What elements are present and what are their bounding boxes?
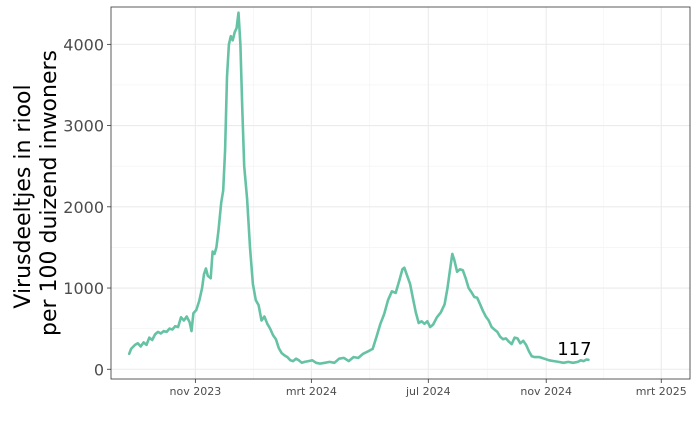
panel-border bbox=[110, 6, 691, 380]
y-tick-label: 3000 bbox=[63, 117, 104, 136]
x-tick-label: jul 2024 bbox=[405, 385, 451, 398]
y-tick-label: 0 bbox=[94, 360, 104, 379]
grid bbox=[111, 7, 690, 379]
y-tick-label: 2000 bbox=[63, 198, 104, 217]
x-tick-label: nov 2024 bbox=[520, 385, 572, 398]
x-axis: nov 2023 mrt 2024 jul 2024 nov 2024 mrt 2025 bbox=[170, 379, 687, 398]
x-tick-label: nov 2023 bbox=[170, 385, 222, 398]
x-tick-label: mrt 2024 bbox=[286, 385, 337, 398]
y-tick-label: 1000 bbox=[63, 279, 104, 298]
y-axis: 0 1000 2000 3000 4000 bbox=[63, 35, 111, 379]
series-line bbox=[127, 11, 590, 365]
x-tick-label: mrt 2025 bbox=[636, 385, 687, 398]
y-axis-label-line-1: Virusdeeltjes in riool bbox=[11, 84, 36, 308]
y-axis-label-line-2: per 100 duizend inwoners bbox=[37, 50, 62, 336]
y-axis-label: Virusdeeltjes in riool per 100 duizend i… bbox=[11, 50, 62, 336]
end-value-label: 117 bbox=[557, 339, 591, 360]
y-tick-label: 4000 bbox=[63, 35, 104, 54]
series-layer bbox=[127, 11, 590, 365]
